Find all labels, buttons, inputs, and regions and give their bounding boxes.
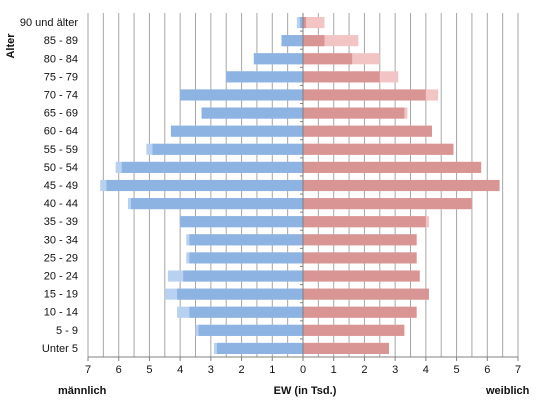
bar-female — [303, 306, 417, 318]
bar-male — [189, 234, 303, 246]
x-axis-title: EW (in Tsd.) — [274, 385, 337, 397]
bars-layer — [100, 17, 500, 354]
y-tick-label: 40 - 44 — [44, 198, 78, 210]
x-tick-label: 1 — [331, 364, 337, 376]
bar-female-light — [303, 17, 325, 29]
bar-male — [189, 252, 303, 264]
bar-male — [217, 342, 303, 354]
y-tick-label: Unter 5 — [42, 343, 78, 355]
bar-female — [303, 143, 454, 155]
bar-female — [303, 252, 417, 264]
x-tick-label: 2 — [361, 364, 367, 376]
y-tick-label: 45 - 49 — [44, 180, 78, 192]
bar-male — [121, 161, 304, 173]
bar-male — [198, 324, 303, 336]
y-axis-title: Alter — [5, 33, 17, 59]
y-tick-label: 10 - 14 — [44, 307, 78, 319]
bar-male — [170, 125, 303, 137]
y-tick-label: 85 - 89 — [44, 35, 78, 47]
axes-layer: Unter 5 5 - 9 10 - 14 15 - 19 20 - 24 25 - 29… — [20, 13, 521, 376]
bar-female — [303, 35, 325, 47]
bar-male — [152, 143, 303, 155]
y-tick-label: 15 - 19 — [44, 289, 78, 301]
x-tick-label: 4 — [177, 364, 183, 376]
x-tick-label: 5 — [454, 364, 460, 376]
bar-female — [303, 125, 432, 137]
y-tick-label: 80 - 84 — [44, 53, 78, 65]
bar-female — [303, 270, 420, 282]
x-tick-label: 1 — [269, 364, 275, 376]
bar-female — [303, 17, 307, 29]
y-tick-label: 5 - 9 — [56, 325, 78, 337]
x-tick-label: 6 — [484, 364, 490, 376]
bar-male — [299, 17, 303, 29]
bar-male — [177, 288, 303, 300]
bar-male — [106, 179, 303, 192]
x-tick-label: 3 — [208, 364, 214, 376]
bar-male — [253, 53, 303, 65]
left-label: männlich — [58, 385, 107, 397]
labels-layer: Alter männlich EW (in Tsd.) weiblich — [5, 33, 530, 397]
bar-female — [303, 342, 389, 354]
y-tick-label: 50 - 54 — [44, 162, 78, 174]
bar-female — [303, 89, 426, 101]
bar-female — [303, 71, 380, 83]
bar-female — [303, 107, 405, 119]
bar-male — [201, 107, 303, 119]
bar-female — [303, 216, 426, 228]
bar-female — [303, 161, 482, 173]
bar-female — [303, 198, 472, 210]
y-tick-label: 65 - 69 — [44, 108, 78, 120]
y-tick-label: 30 - 34 — [44, 234, 78, 246]
y-tick-label: 75 - 79 — [44, 71, 78, 83]
y-tick-label: 20 - 24 — [44, 271, 78, 283]
x-tick-label: 5 — [146, 364, 152, 376]
bar-female — [303, 324, 405, 336]
bar-male — [180, 89, 303, 101]
y-tick-label: 35 - 39 — [44, 216, 78, 228]
y-tick-label: 55 - 59 — [44, 144, 78, 156]
bar-male — [180, 216, 303, 228]
y-tick-label: 25 - 29 — [44, 252, 78, 264]
x-tick-label: 6 — [116, 364, 122, 376]
x-tick-label: 4 — [423, 364, 429, 376]
bar-male — [281, 35, 303, 47]
bar-female — [303, 234, 417, 246]
x-tick-label: 3 — [392, 364, 398, 376]
y-tick-label: 60 - 64 — [44, 126, 78, 138]
bar-female-light — [303, 35, 359, 47]
x-tick-label: 0 — [300, 364, 306, 376]
y-tick-label: 90 und älter — [20, 17, 78, 29]
right-label: weiblich — [485, 385, 530, 397]
y-tick-label: 70 - 74 — [44, 89, 78, 101]
bar-male — [189, 306, 303, 318]
bar-male — [131, 198, 303, 210]
bar-female — [303, 288, 429, 300]
x-tick-label: 7 — [85, 364, 91, 376]
x-tick-label: 7 — [515, 364, 521, 376]
bar-female — [303, 53, 353, 65]
bar-male — [183, 270, 303, 282]
bar-female — [303, 179, 500, 192]
x-tick-label: 2 — [239, 364, 245, 376]
bar-male — [226, 71, 303, 83]
